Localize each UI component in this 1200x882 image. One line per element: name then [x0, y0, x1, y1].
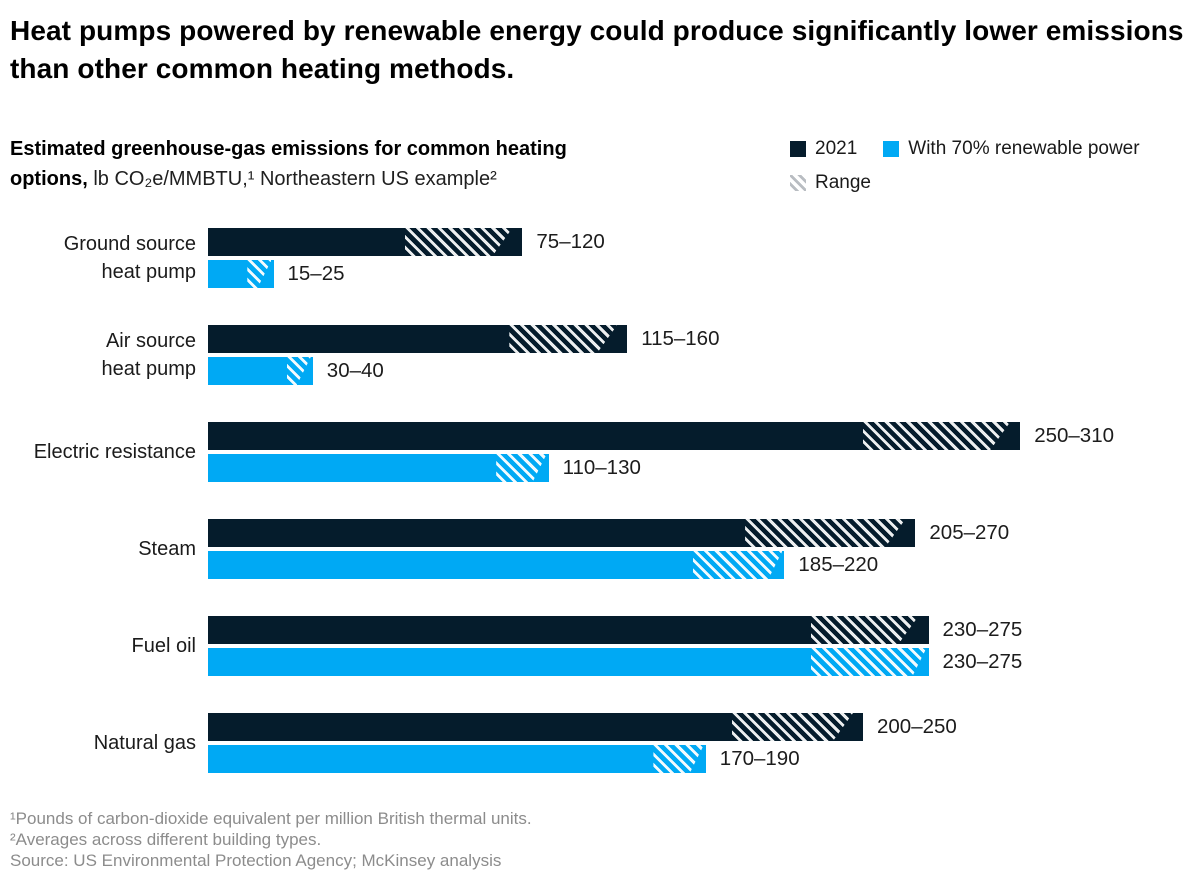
- range-hatch: [509, 325, 617, 353]
- chart-row: Ground source heat pump 75–120 15–25: [0, 228, 1200, 288]
- bar-renewable: [208, 648, 929, 676]
- bar-2021: [208, 228, 523, 256]
- bars-group: 205–270 185–220: [208, 519, 1200, 579]
- legend-label-renewable: With 70% renewable power: [908, 138, 1140, 159]
- range-hatch: [496, 454, 546, 482]
- chart-row: Air source heat pump 115–160 30–40: [0, 325, 1200, 385]
- chart-row: Natural gas 200–250 170–190: [0, 713, 1200, 773]
- footnotes: ¹Pounds of carbon-dioxide equivalent per…: [10, 808, 532, 871]
- bar-2021: [208, 616, 929, 644]
- subtitle-units: lb CO₂e/MMBTU,¹ Northeastern US example²: [93, 168, 497, 190]
- category-label: Ground source heat pump: [63, 233, 196, 283]
- bar-renewable: [208, 357, 313, 385]
- subtitle-bold: Estimated greenhouse-gas emissions for c…: [10, 138, 567, 190]
- value-label: 230–275: [942, 650, 1023, 673]
- bars-group: 75–120 15–25: [208, 228, 1200, 288]
- footnote-1: ¹Pounds of carbon-dioxide equivalent per…: [10, 809, 532, 828]
- range-hatch: [653, 745, 703, 773]
- value-label: 230–275: [942, 618, 1023, 641]
- legend-item-range: Range: [790, 172, 871, 194]
- range-hatch: [732, 713, 853, 741]
- footnote-2: ²Averages across different building type…: [10, 830, 322, 849]
- chart-row: Electric resistance 250–310 110–130: [0, 422, 1200, 482]
- bars-group: 115–160 30–40: [208, 325, 1200, 385]
- legend-swatch-range-hatch: [790, 175, 806, 191]
- value-label: 75–120: [536, 230, 605, 253]
- bar-chart: Ground source heat pump 75–120 15–25 Air sou…: [0, 228, 1200, 810]
- legend-item-2021: 2021: [790, 138, 857, 160]
- page-title: Heat pumps powered by renewable energy c…: [10, 15, 1184, 84]
- bars-group: 200–250 170–190: [208, 713, 1200, 773]
- chart-subtitle: Estimated greenhouse-gas emissions for c…: [10, 134, 630, 194]
- chart-legend: 2021 With 70% renewable power Range: [790, 138, 1140, 206]
- value-label: 250–310: [1034, 424, 1114, 447]
- legend-swatch-renewable: [883, 141, 900, 157]
- bar-renewable: [208, 745, 706, 773]
- bars-group: 230–275 230–275: [208, 616, 1200, 676]
- category-label: Steam: [138, 538, 196, 560]
- bar-renewable: [208, 454, 549, 482]
- range-hatch: [693, 551, 783, 579]
- range-hatch: [287, 357, 311, 385]
- legend-row-2: Range: [790, 172, 1140, 194]
- legend-item-renewable: With 70% renewable power: [883, 138, 1140, 160]
- bars-group: 250–310 110–130: [208, 422, 1200, 482]
- bar-renewable: [208, 551, 785, 579]
- legend-label-2021: 2021: [815, 138, 858, 159]
- range-hatch: [811, 616, 919, 644]
- category-label: Air source heat pump: [101, 330, 196, 380]
- range-hatch: [405, 228, 513, 256]
- value-label: 205–270: [929, 521, 1010, 544]
- source-line: Source: US Environmental Protection Agen…: [10, 851, 502, 870]
- bar-2021: [208, 519, 916, 547]
- legend-row-1: 2021 With 70% renewable power: [790, 138, 1140, 160]
- value-label: 170–190: [719, 747, 800, 770]
- category-label: Fuel oil: [131, 635, 196, 657]
- range-hatch: [745, 519, 905, 547]
- legend-swatch-2021: [790, 141, 806, 157]
- category-label: Natural gas: [93, 732, 196, 754]
- category-label: Electric resistance: [33, 441, 196, 463]
- range-hatch: [863, 422, 1010, 450]
- bar-2021: [208, 713, 863, 741]
- chart-row: Fuel oil 230–275 230–275: [0, 616, 1200, 676]
- bar-2021: [208, 422, 1021, 450]
- legend-label-range: Range: [815, 172, 871, 193]
- value-label: 15–25: [287, 262, 345, 285]
- range-hatch: [811, 648, 927, 676]
- value-label: 185–220: [798, 553, 879, 576]
- value-label: 110–130: [562, 456, 641, 479]
- value-label: 200–250: [877, 715, 957, 738]
- range-hatch: [247, 260, 271, 288]
- bar-renewable: [208, 260, 274, 288]
- value-label: 30–40: [326, 359, 384, 382]
- bar-2021: [208, 325, 628, 353]
- chart-row: Steam 205–270 185–220: [0, 519, 1200, 579]
- value-label: 115–160: [641, 327, 720, 350]
